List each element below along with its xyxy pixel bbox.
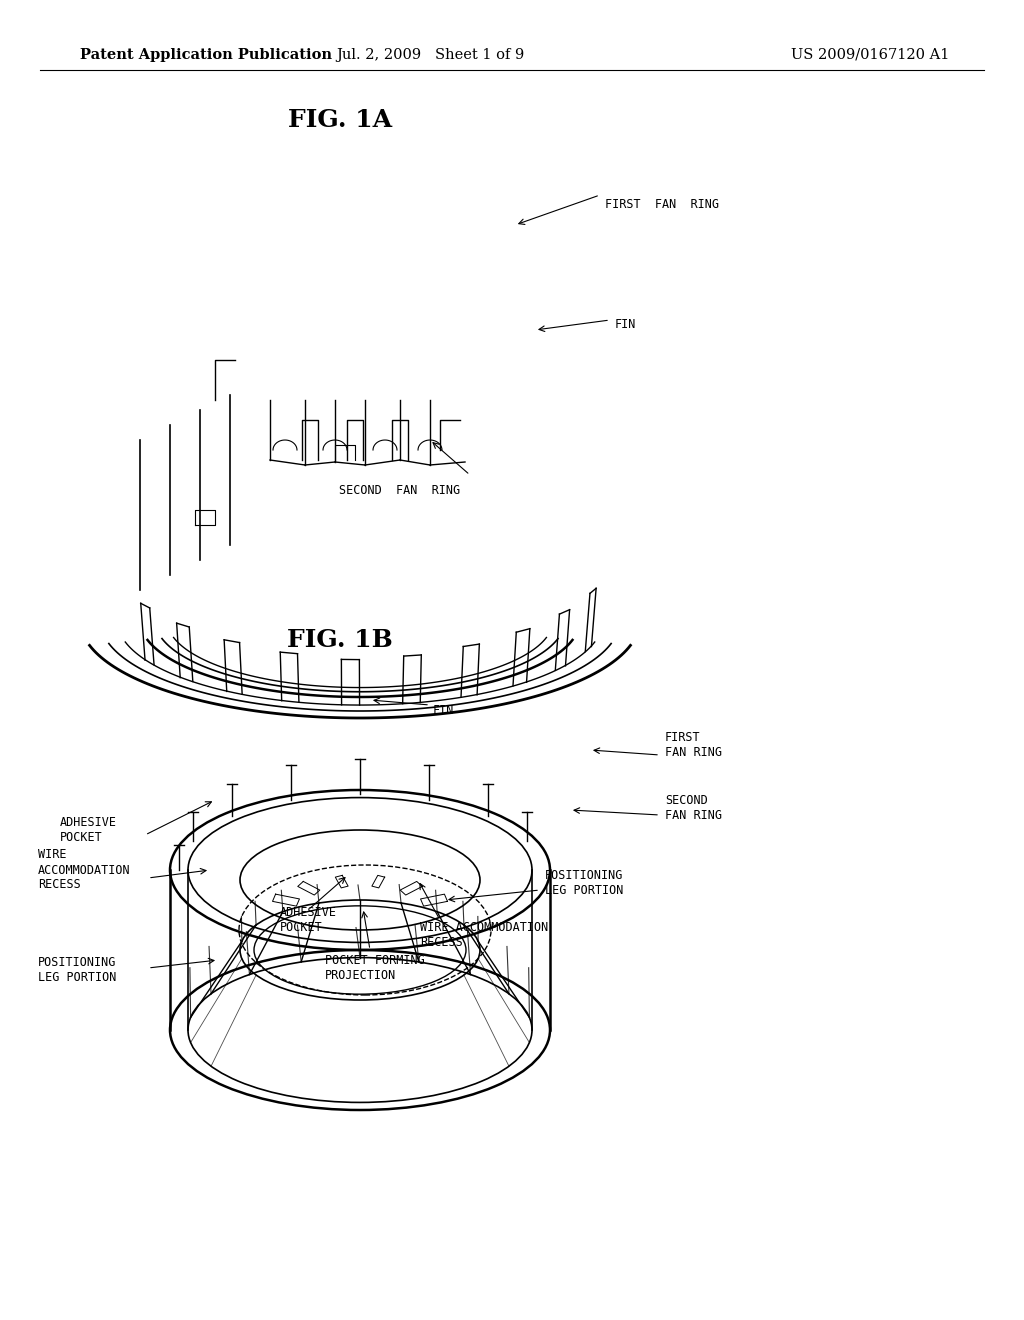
Text: FIG. 1A: FIG. 1A bbox=[288, 108, 392, 132]
Text: ADHESIVE
POCKET: ADHESIVE POCKET bbox=[280, 906, 337, 935]
Text: WIRE
ACCOMMODATION
RECESS: WIRE ACCOMMODATION RECESS bbox=[38, 849, 131, 891]
Text: POSITIONING
LEG PORTION: POSITIONING LEG PORTION bbox=[38, 956, 117, 983]
Text: US 2009/0167120 A1: US 2009/0167120 A1 bbox=[791, 48, 949, 62]
Text: FIG. 1B: FIG. 1B bbox=[287, 628, 393, 652]
Text: POSITIONING
LEG PORTION: POSITIONING LEG PORTION bbox=[545, 869, 624, 898]
Text: FIN: FIN bbox=[433, 704, 455, 717]
Text: ADHESIVE
POCKET: ADHESIVE POCKET bbox=[60, 816, 117, 843]
Text: FIN: FIN bbox=[615, 318, 636, 331]
Text: FIRST  FAN  RING: FIRST FAN RING bbox=[605, 198, 719, 211]
Text: SECOND
FAN RING: SECOND FAN RING bbox=[665, 795, 722, 822]
Text: WIRE ACCOMMODATION
RECESS: WIRE ACCOMMODATION RECESS bbox=[420, 921, 548, 949]
Text: POCKET FORMING
PROJECTION: POCKET FORMING PROJECTION bbox=[325, 954, 425, 982]
Text: Jul. 2, 2009   Sheet 1 of 9: Jul. 2, 2009 Sheet 1 of 9 bbox=[336, 48, 524, 62]
Text: Patent Application Publication: Patent Application Publication bbox=[80, 48, 332, 62]
Text: FIRST
FAN RING: FIRST FAN RING bbox=[665, 731, 722, 759]
Text: SECOND  FAN  RING: SECOND FAN RING bbox=[339, 483, 461, 496]
